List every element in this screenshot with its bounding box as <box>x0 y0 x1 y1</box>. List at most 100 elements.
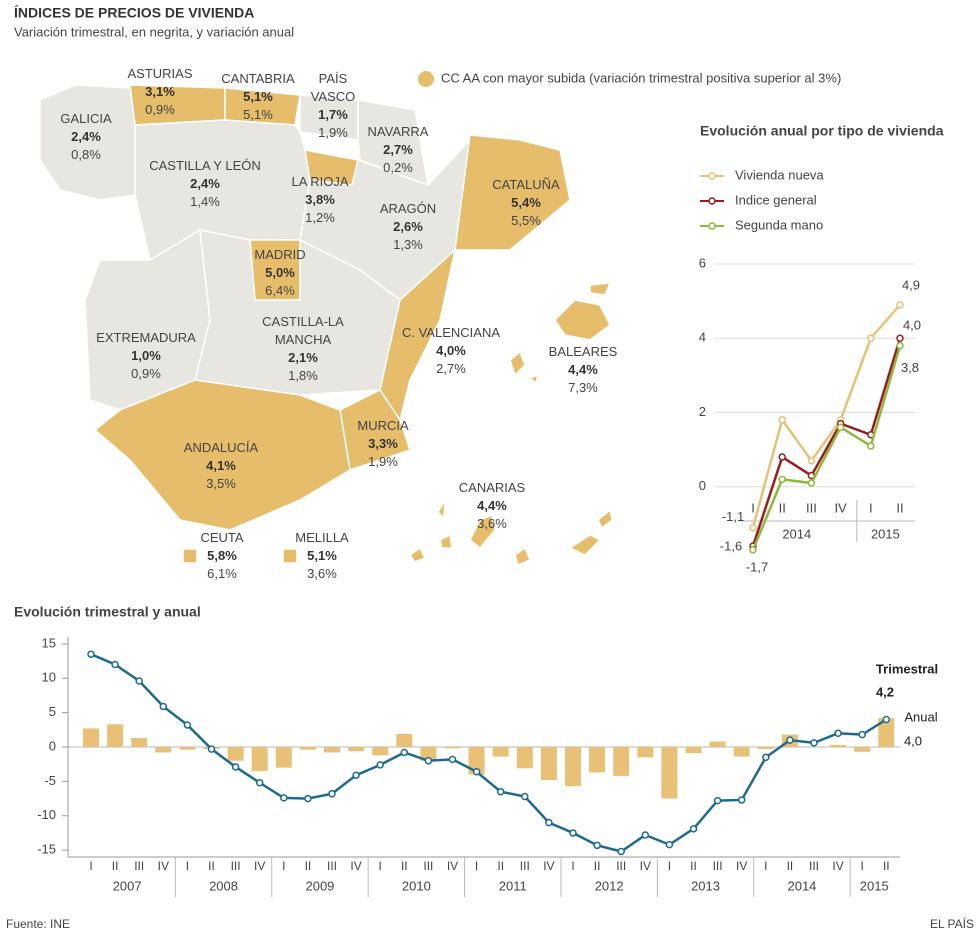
region-name: ASTURIAS <box>127 66 193 81</box>
brand: EL PAÍS <box>930 916 974 931</box>
x-tick-label: III <box>520 859 530 873</box>
point <box>882 715 891 724</box>
region-shape <box>469 513 496 550</box>
region-name: CASTILLA Y LEÓN <box>149 158 261 173</box>
year-label: 2009 <box>305 878 334 893</box>
series-line <box>90 653 887 853</box>
point <box>159 702 168 711</box>
region-name: ARAGÓN <box>379 201 437 216</box>
region-quarterly: 5,0% <box>265 265 295 280</box>
region-quarterly: 5,4% <box>511 195 541 210</box>
bar <box>299 747 316 750</box>
region-name: MADRID <box>254 247 306 262</box>
bar <box>589 747 606 773</box>
chart-title: Evolución trimestral y anual <box>14 604 201 620</box>
year-label: 2014 <box>787 878 816 893</box>
region-annual: 7,3% <box>568 380 598 395</box>
legend-label: Segunda mano <box>735 217 823 232</box>
x-tick-label: II <box>690 859 697 873</box>
year-label: 2012 <box>595 878 624 893</box>
subtitle: Variación trimestral, en negrita, y vari… <box>14 24 294 39</box>
x-tick-label: IV <box>447 859 458 873</box>
bar <box>444 747 461 749</box>
data-label: 4,2 <box>876 684 894 699</box>
bar <box>540 747 557 780</box>
x-tick-label: III <box>327 859 337 873</box>
x-tick-label: IV <box>832 859 843 873</box>
bar <box>420 747 437 761</box>
point <box>641 831 650 839</box>
x-tick-label: I <box>668 859 671 873</box>
x-tick-label: IV <box>158 859 169 873</box>
region-quarterly: 4,4% <box>477 498 507 513</box>
point <box>617 847 625 856</box>
point <box>521 792 529 801</box>
x-tick-label: III <box>806 500 817 515</box>
y-tick-label: 10 <box>42 670 56 685</box>
bar <box>348 747 365 752</box>
x-tick-label: III <box>134 859 144 873</box>
region <box>282 548 298 564</box>
region-name: CANARIAS <box>458 480 526 495</box>
bar <box>661 747 678 799</box>
data-label: 4,9 <box>902 277 920 292</box>
x-tick-label: IV <box>640 859 651 873</box>
point <box>834 729 842 737</box>
x-tick-label: II <box>787 859 794 873</box>
region-label: ARAGÓN 2,6% 1,3% <box>380 200 436 254</box>
region-annual: 0,9% <box>131 366 161 381</box>
bar <box>733 747 750 757</box>
point <box>376 761 384 769</box>
point <box>778 416 786 424</box>
region-quarterly: 1,0% <box>131 348 161 363</box>
x-tick-label: I <box>861 859 864 873</box>
point <box>328 790 336 798</box>
point <box>749 546 757 554</box>
x-tick-label: II <box>883 859 890 873</box>
x-tick-label: I <box>869 500 873 515</box>
year-label: 2015 <box>871 526 900 541</box>
region-label: LA RIOJA 3,8% 1,2% <box>291 173 348 227</box>
point <box>749 523 757 532</box>
point <box>786 736 794 744</box>
region-quarterly: 2,4% <box>71 129 101 144</box>
x-tick-label: I <box>186 859 189 873</box>
region-label: ASTURIAS 3,1% 0,9% <box>127 65 192 119</box>
region-name: ANDALUCÍA <box>183 440 259 455</box>
year-label: 2011 <box>499 878 527 893</box>
region-shape <box>568 534 602 556</box>
bar <box>107 724 124 747</box>
x-tick-label: III <box>423 859 433 873</box>
x-tick-label: II <box>208 859 215 873</box>
point <box>207 745 216 753</box>
region-quarterly: 5,1% <box>243 89 273 104</box>
region-shape <box>597 508 613 530</box>
region-quarterly: 3,3% <box>368 436 398 451</box>
bar <box>324 747 340 753</box>
x-tick-label: III <box>809 859 819 873</box>
legend-marker <box>708 172 716 180</box>
x-tick-label: II <box>112 859 119 873</box>
region-label: CATALUÑA 5,4% 5,5% <box>492 176 559 230</box>
region-label: NAVARRA 2,7% 0,2% <box>368 123 429 177</box>
point <box>472 768 481 776</box>
region-name: CEUTA <box>200 530 244 545</box>
region-label: MADRID 5,0% 6,4% <box>254 246 305 300</box>
region-quarterly: 5,1% <box>307 548 337 563</box>
y-tick-label: -5 <box>44 773 56 788</box>
region-quarterly: 3,1% <box>145 84 175 99</box>
x-tick-label: I <box>751 500 755 515</box>
region-label: MURCIA 3,3% 1,9% <box>357 417 408 471</box>
y-tick-label: 0 <box>699 478 706 493</box>
region-quarterly: 4,1% <box>206 458 236 473</box>
point <box>665 840 674 849</box>
point <box>810 739 818 747</box>
point <box>352 771 360 779</box>
point <box>135 677 143 685</box>
region-name: MURCIA <box>357 418 409 433</box>
region-label: ANDALUCÍA 4,1% 3,5% <box>184 439 258 493</box>
region-label: PAÍS VASCO 1,7% 1,9% <box>308 70 358 142</box>
region-shape <box>339 389 411 471</box>
x-tick-label: II <box>594 859 601 873</box>
point <box>867 334 875 342</box>
